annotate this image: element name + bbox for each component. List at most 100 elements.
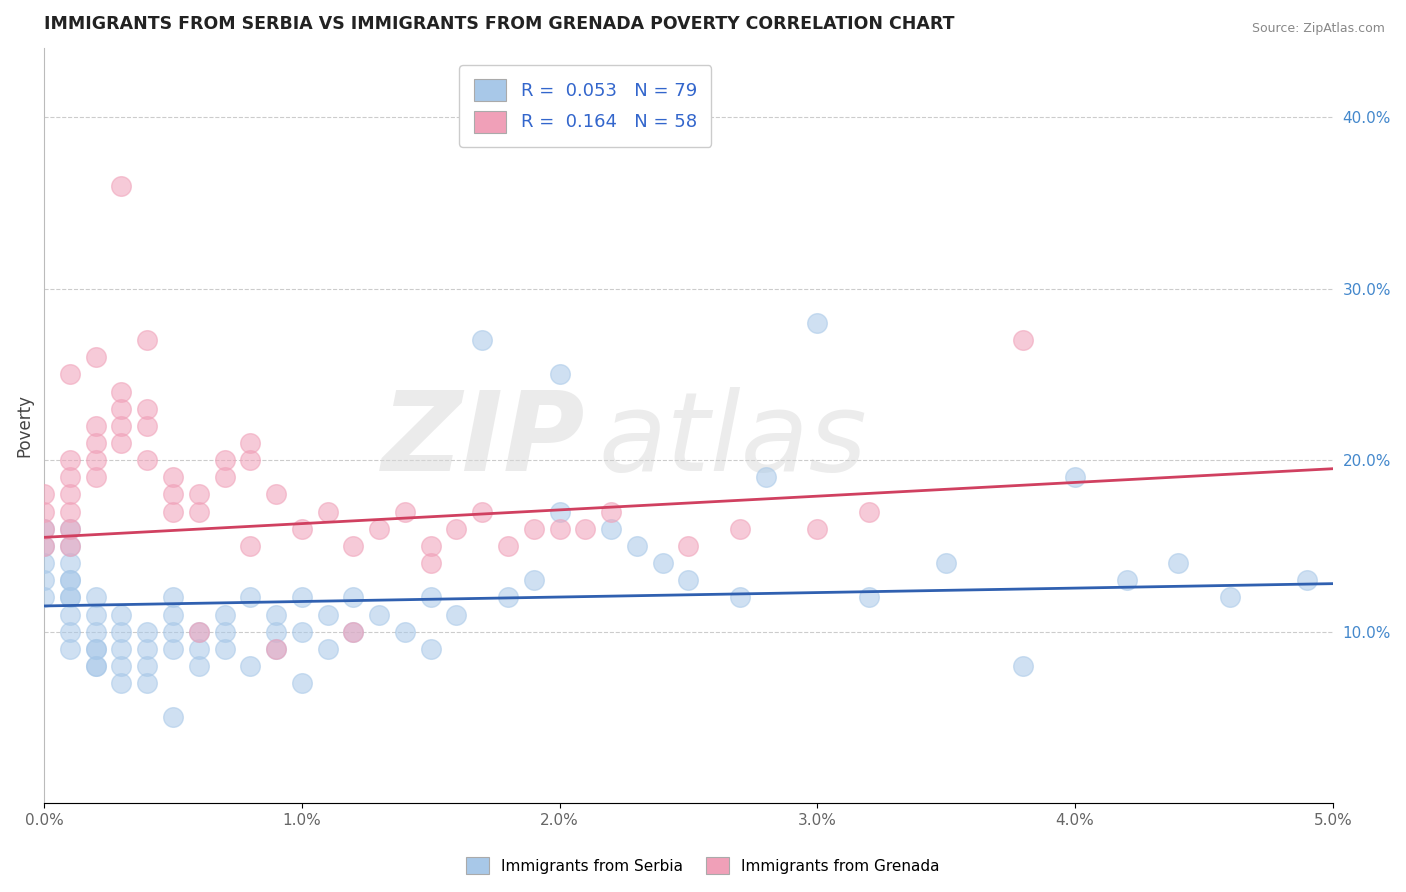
Point	[162, 591, 184, 605]
Point	[755, 470, 778, 484]
Legend: R =  0.053   N = 79, R =  0.164   N = 58: R = 0.053 N = 79, R = 0.164 N = 58	[460, 65, 711, 147]
Point	[32, 522, 55, 536]
Point	[264, 487, 287, 501]
Point	[136, 401, 159, 416]
Point	[32, 487, 55, 501]
Point	[84, 436, 107, 450]
Point	[110, 436, 132, 450]
Point	[1115, 573, 1137, 587]
Point	[858, 591, 880, 605]
Point	[59, 539, 82, 553]
Point	[59, 556, 82, 570]
Point	[32, 539, 55, 553]
Point	[32, 573, 55, 587]
Point	[935, 556, 957, 570]
Point	[548, 368, 571, 382]
Point	[59, 539, 82, 553]
Point	[342, 591, 364, 605]
Point	[84, 624, 107, 639]
Point	[368, 607, 391, 622]
Point	[342, 624, 364, 639]
Point	[84, 453, 107, 467]
Point	[1012, 333, 1035, 347]
Point	[32, 522, 55, 536]
Point	[496, 591, 519, 605]
Point	[446, 607, 468, 622]
Point	[214, 624, 236, 639]
Point	[394, 505, 416, 519]
Point	[84, 659, 107, 673]
Point	[858, 505, 880, 519]
Point	[291, 676, 314, 690]
Point	[110, 401, 132, 416]
Point	[1012, 659, 1035, 673]
Point	[496, 539, 519, 553]
Point	[187, 624, 209, 639]
Point	[419, 539, 441, 553]
Point	[110, 676, 132, 690]
Point	[1064, 470, 1087, 484]
Point	[162, 470, 184, 484]
Point	[59, 505, 82, 519]
Point	[136, 453, 159, 467]
Point	[59, 591, 82, 605]
Point	[214, 641, 236, 656]
Point	[728, 522, 751, 536]
Point	[110, 624, 132, 639]
Point	[59, 624, 82, 639]
Y-axis label: Poverty: Poverty	[15, 394, 32, 458]
Point	[110, 641, 132, 656]
Point	[214, 453, 236, 467]
Legend: Immigrants from Serbia, Immigrants from Grenada: Immigrants from Serbia, Immigrants from …	[460, 851, 946, 880]
Point	[136, 676, 159, 690]
Point	[342, 539, 364, 553]
Point	[1219, 591, 1241, 605]
Point	[523, 573, 546, 587]
Point	[84, 641, 107, 656]
Point	[806, 316, 828, 330]
Point	[32, 505, 55, 519]
Point	[162, 710, 184, 724]
Point	[523, 522, 546, 536]
Point	[471, 505, 494, 519]
Point	[187, 505, 209, 519]
Point	[316, 505, 339, 519]
Point	[214, 607, 236, 622]
Point	[84, 350, 107, 364]
Point	[728, 591, 751, 605]
Point	[446, 522, 468, 536]
Point	[368, 522, 391, 536]
Point	[1296, 573, 1319, 587]
Point	[600, 505, 623, 519]
Point	[162, 505, 184, 519]
Point	[239, 539, 262, 553]
Point	[678, 539, 700, 553]
Point	[214, 470, 236, 484]
Point	[32, 591, 55, 605]
Point	[59, 470, 82, 484]
Point	[291, 624, 314, 639]
Point	[162, 641, 184, 656]
Point	[574, 522, 596, 536]
Point	[110, 418, 132, 433]
Point	[110, 659, 132, 673]
Point	[187, 624, 209, 639]
Point	[32, 556, 55, 570]
Point	[59, 591, 82, 605]
Point	[187, 659, 209, 673]
Point	[59, 368, 82, 382]
Point	[84, 659, 107, 673]
Point	[136, 624, 159, 639]
Point	[84, 641, 107, 656]
Point	[806, 522, 828, 536]
Point	[59, 522, 82, 536]
Point	[187, 487, 209, 501]
Point	[32, 539, 55, 553]
Point	[84, 470, 107, 484]
Point	[394, 624, 416, 639]
Point	[678, 573, 700, 587]
Point	[264, 641, 287, 656]
Point	[316, 607, 339, 622]
Point	[136, 659, 159, 673]
Point	[239, 436, 262, 450]
